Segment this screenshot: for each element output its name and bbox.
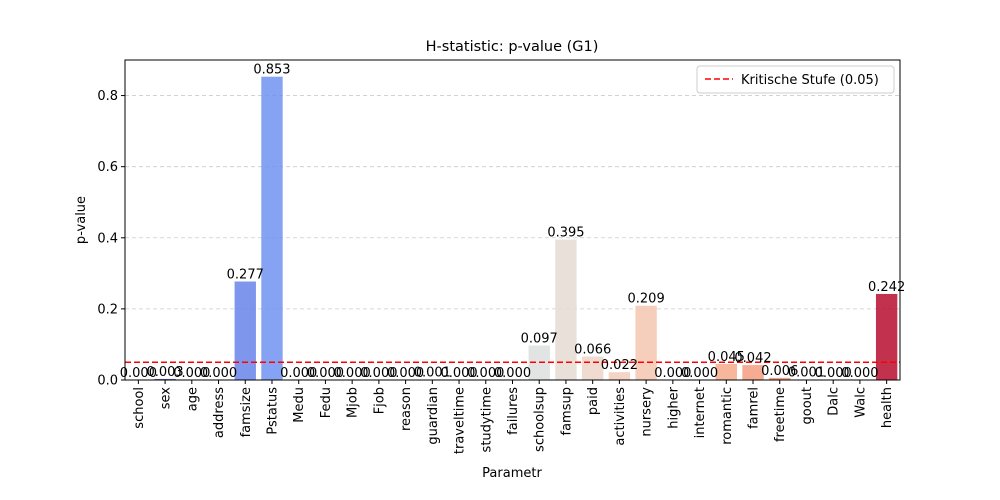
label-layer: 0.0000.0030.0000.0000.2770.8530.0000.000…: [120, 63, 905, 381]
x-tick-label: studytime: [479, 387, 494, 452]
legend-box: [696, 65, 895, 94]
value-label: 0.022: [601, 358, 638, 373]
value-label: 0.395: [547, 226, 584, 241]
bar-famsup: [555, 239, 577, 380]
value-label: 0.000: [334, 366, 371, 381]
bar-famsize: [234, 281, 256, 380]
x-tick-label: Walc: [853, 387, 868, 418]
value-label: 0.000: [280, 366, 317, 381]
value-label: 0.097: [521, 332, 558, 347]
legend: Kritische Stufe (0.05): [696, 65, 895, 94]
bar-Pstatus: [261, 76, 283, 380]
x-tick-label: goout: [800, 387, 815, 425]
bar-freetime: [769, 377, 791, 380]
value-label: 0.001: [788, 366, 825, 381]
bar-activities: [608, 372, 631, 380]
x-tick-label: Medu: [292, 387, 307, 423]
value-label: 0.000: [120, 366, 157, 381]
chart-title: H-statistic: p-value (G1): [426, 39, 599, 55]
value-label: 0.853: [253, 63, 290, 78]
value-label: 0.277: [227, 268, 264, 283]
y-axis-label: p-value: [74, 196, 89, 244]
x-tick-label: sex: [159, 387, 174, 410]
value-label: 0.001: [414, 366, 451, 381]
x-tick-label: traveltime: [453, 387, 468, 454]
value-label: 0.209: [628, 292, 665, 307]
x-tick-label: famrel: [747, 387, 762, 429]
value-label: 0.000: [467, 366, 504, 381]
value-label: 0.000: [841, 366, 878, 381]
x-tick-label: romantic: [720, 387, 735, 445]
x-tick-label: freetime: [773, 387, 788, 442]
value-label: 0.066: [574, 343, 611, 358]
value-label: 0.000: [815, 366, 852, 381]
x-tick-label: guardian: [426, 387, 441, 445]
value-label: 0.000: [200, 366, 237, 381]
xtick-layer: school sex age address famsize Pstatus Medu Fed…: [132, 380, 895, 454]
value-label: 0.000: [654, 366, 691, 381]
value-label: 0.000: [681, 366, 718, 381]
bar-sex: [154, 378, 176, 380]
y-tick-label: 0.4: [97, 231, 118, 246]
x-axis-label: Parametr: [482, 466, 542, 481]
bar-famrel: [742, 365, 764, 380]
x-tick-label: age: [185, 387, 200, 411]
value-label: 0.000: [440, 366, 477, 381]
value-label: 0.242: [868, 280, 905, 295]
bar-layer: [154, 76, 898, 380]
bar-nursery: [635, 305, 657, 380]
x-tick-label: address: [212, 387, 227, 438]
x-tick-label: school: [132, 387, 147, 429]
x-tick-label: Pstatus: [265, 387, 280, 435]
x-tick-label: nursery: [640, 387, 655, 437]
ytick-layer: 0.0 0.2 0.4 0.6 0.8: [97, 89, 125, 389]
x-tick-label: internet: [693, 387, 708, 438]
x-tick-label: Dalc: [827, 387, 842, 416]
value-label: 0.000: [307, 366, 344, 381]
x-tick-label: activities: [613, 387, 628, 446]
x-tick-label: reason: [399, 387, 414, 431]
x-tick-label: Fjob: [372, 387, 387, 414]
value-label: 0.045: [708, 350, 745, 365]
value-label: 0.000: [387, 366, 424, 381]
value-label: 0.006: [761, 364, 798, 379]
value-label: 0.042: [734, 351, 771, 366]
bar-health: [875, 293, 898, 380]
value-label: 0.000: [173, 366, 210, 381]
y-tick-label: 0.0: [97, 374, 118, 389]
y-tick-label: 0.8: [97, 89, 118, 104]
x-tick-label: famsup: [559, 387, 574, 435]
y-tick-label: 0.6: [97, 160, 118, 175]
value-label: 0.000: [494, 366, 531, 381]
bar-romantic: [715, 364, 737, 380]
value-label: 0.003: [146, 365, 183, 380]
x-tick-label: Mjob: [346, 387, 361, 418]
x-tick-label: Fedu: [319, 387, 334, 418]
x-tick-label: health: [880, 387, 895, 428]
x-tick-label: famsize: [239, 387, 254, 437]
x-tick-label: schoolsup: [533, 387, 548, 452]
x-tick-label: failures: [506, 387, 521, 435]
legend-label: Kritische Stufe (0.05): [741, 73, 879, 88]
y-tick-label: 0.2: [97, 302, 118, 317]
x-tick-label: paid: [586, 387, 601, 415]
x-tick-label: higher: [666, 386, 681, 428]
value-label: 0.000: [360, 366, 397, 381]
